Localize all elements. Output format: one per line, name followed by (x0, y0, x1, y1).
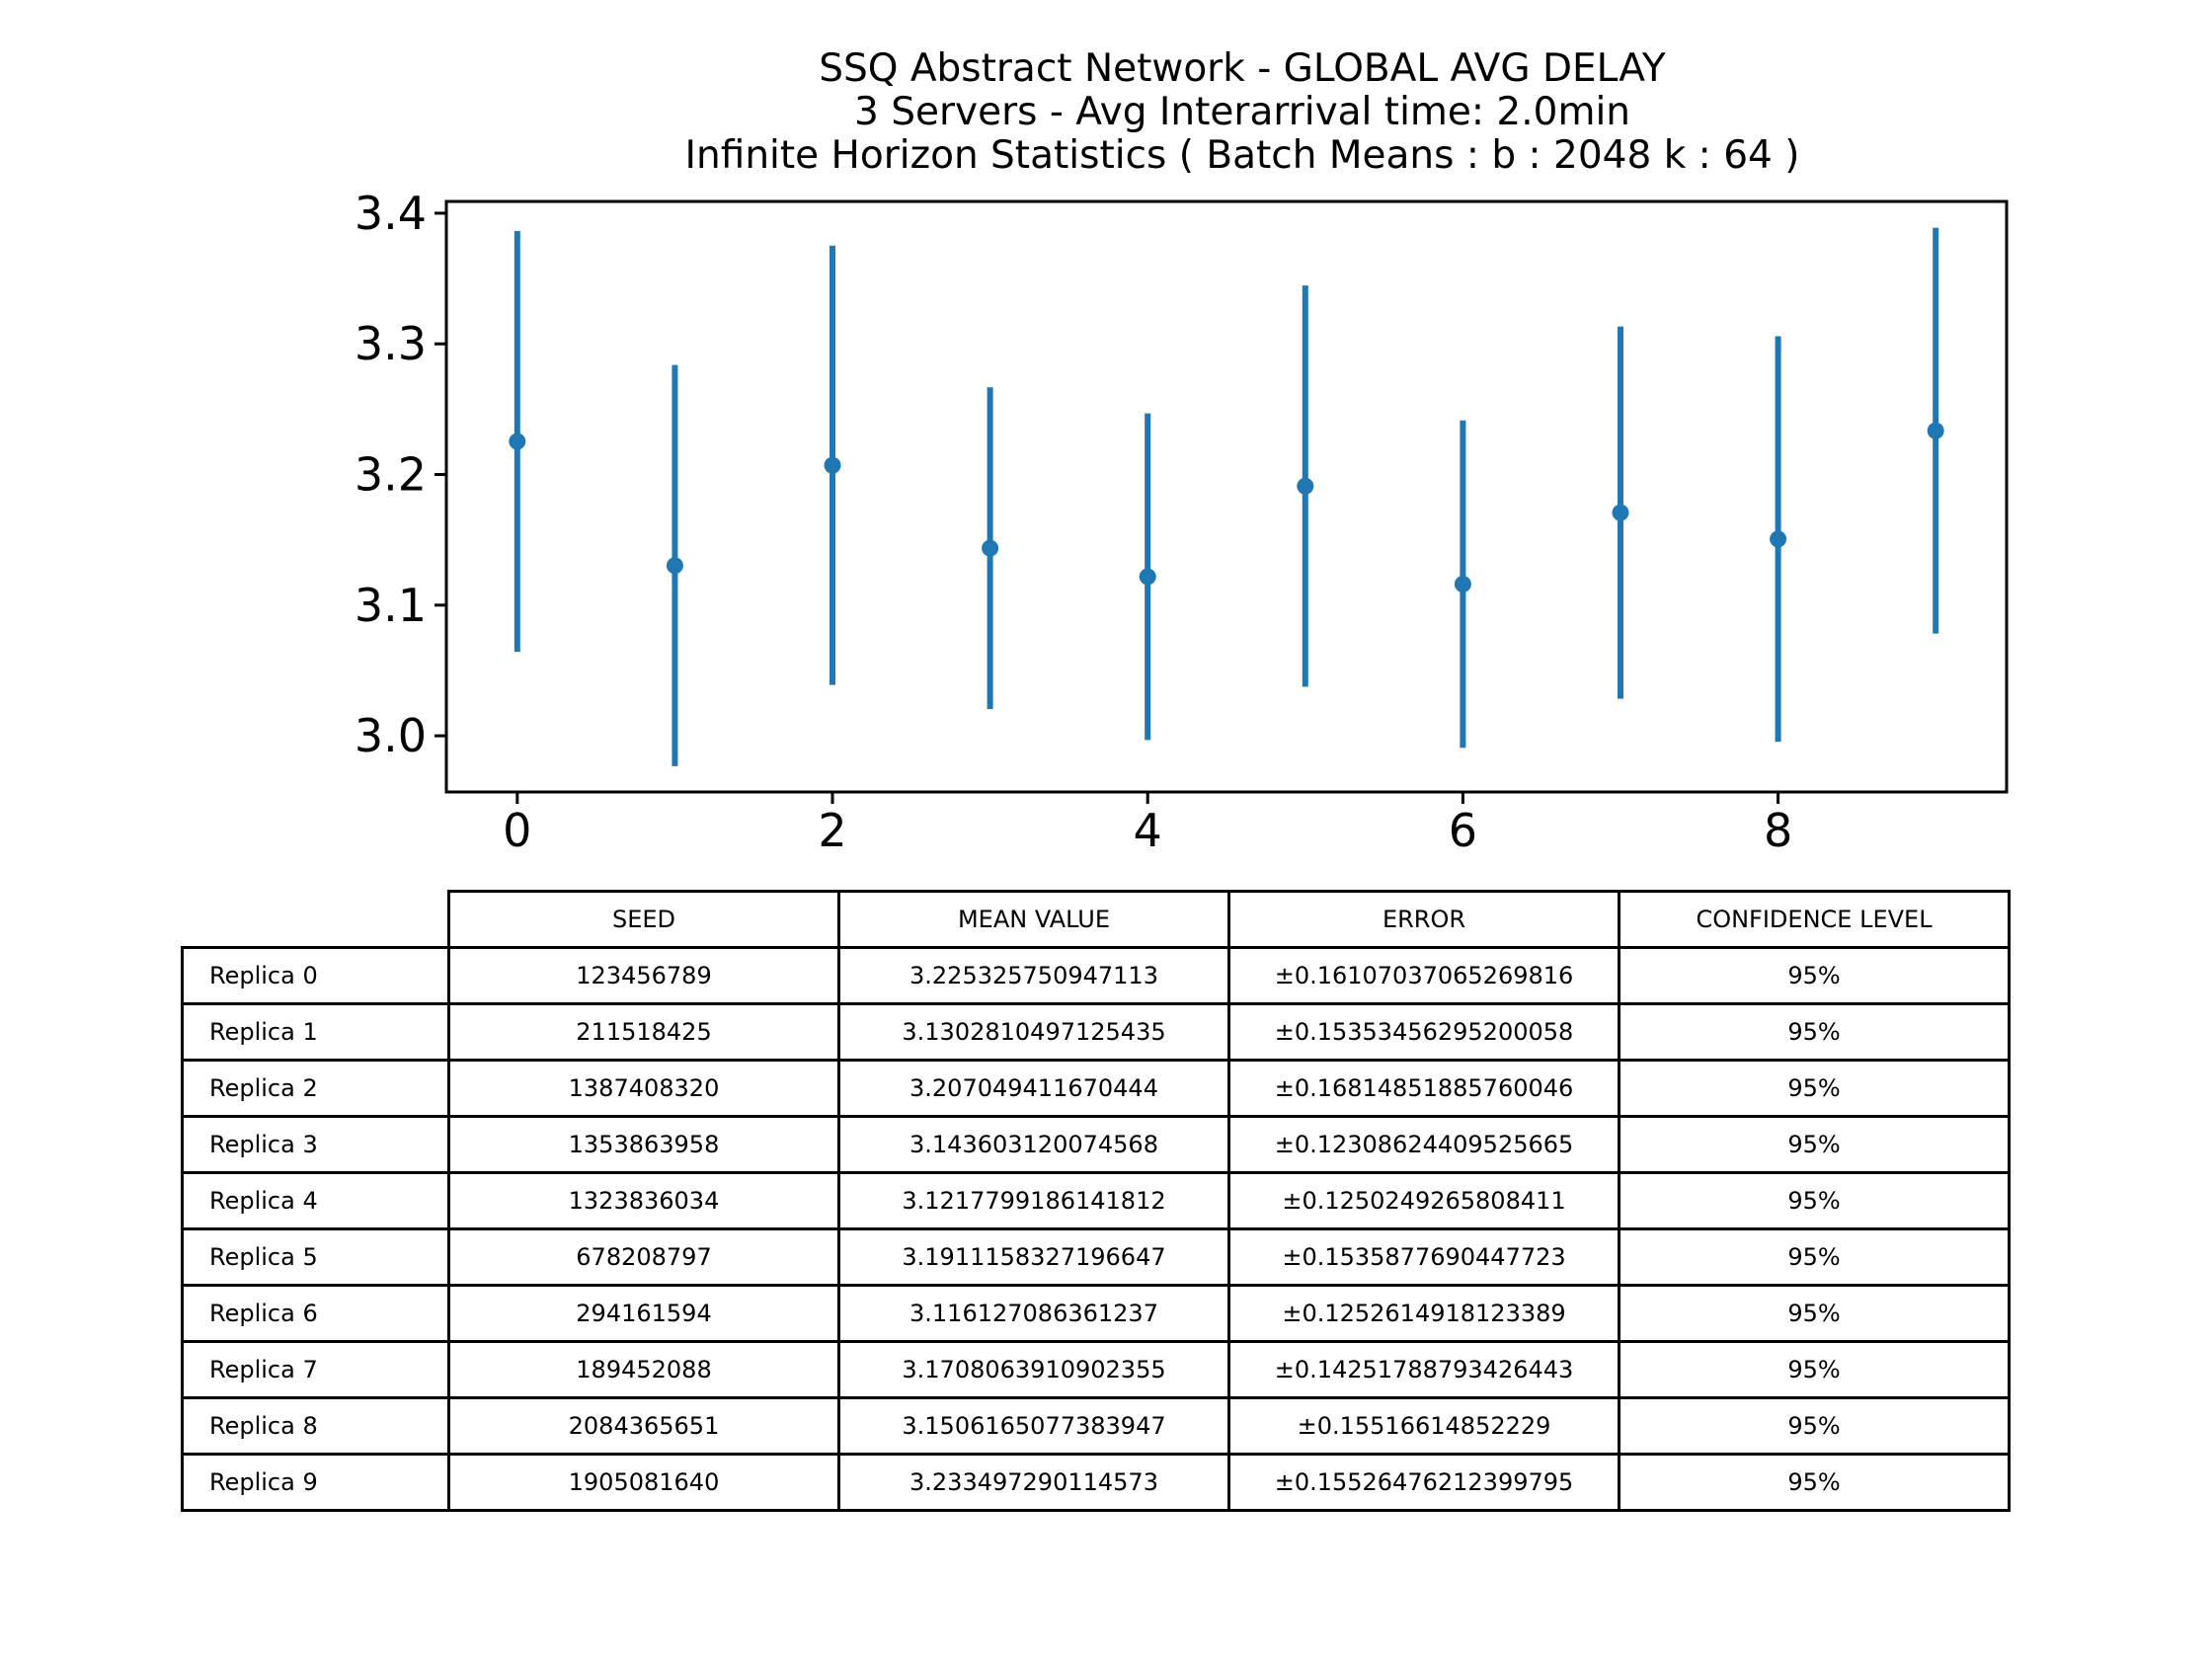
row-label: Replica 7 (181, 1340, 450, 1399)
x-tick-label: 4 (1134, 804, 1162, 857)
header-confidence-level: CONFIDENCE LEVEL (1618, 890, 2011, 949)
mean-point (1612, 504, 1629, 521)
mean-value-cell: 3.1708063910902355 (837, 1340, 1230, 1399)
row-label: Replica 0 (181, 946, 450, 1005)
row-label: Replica 2 (181, 1059, 450, 1118)
y-tick-label: 3.2 (355, 448, 427, 502)
seed-cell: 189452088 (447, 1340, 840, 1399)
mean-point (824, 456, 841, 474)
error-cell: ±0.1535877690447723 (1227, 1227, 1620, 1287)
error-cell: ±0.15516614852229 (1227, 1396, 1620, 1456)
y-tick-label: 3.0 (355, 709, 427, 762)
confidence-level-cell: 95% (1618, 1453, 2011, 1512)
confidence-level-cell: 95% (1618, 1171, 2011, 1230)
mean-point (982, 539, 999, 557)
x-tick-label: 2 (818, 804, 846, 857)
x-tick-label: 6 (1449, 804, 1477, 857)
mean-point (1139, 568, 1156, 586)
seed-cell: 1905081640 (447, 1453, 840, 1512)
row-label: Replica 8 (181, 1396, 450, 1456)
table-row: Replica 0 123456789 3.225325750947113 ±0.16… (181, 946, 2011, 1005)
table-row: Replica 7 189452088 3.1708063910902355 ±0.1… (181, 1340, 2011, 1399)
table-row: Replica 4 1323836034 3.1217799186141812 ±0.… (181, 1171, 2011, 1230)
x-tick-label: 8 (1764, 804, 1792, 857)
table-corner (183, 892, 449, 948)
chart-title-line-2: 3 Servers - Avg Interarrival time: 2.0mi… (854, 90, 1630, 134)
mean-point (1454, 575, 1471, 592)
mean-value-cell: 3.225325750947113 (837, 946, 1230, 1005)
x-axis: 0 2 4 6 8 (503, 792, 1792, 857)
mean-value-cell: 3.143603120074568 (837, 1115, 1230, 1174)
mean-value-cell: 3.116127086361237 (837, 1284, 1230, 1343)
y-tick-label: 3.1 (355, 579, 427, 632)
confidence-level-cell: 95% (1618, 946, 2011, 1005)
row-label: Replica 4 (181, 1171, 450, 1230)
table-header-row: SEED MEAN VALUE ERROR CONFIDENCE LEVEL (183, 890, 2011, 949)
mean-value-cell: 3.1506165077383947 (837, 1396, 1230, 1456)
mean-point (1770, 530, 1787, 548)
y-axis: 3.0 3.1 3.2 3.3 3.4 (355, 187, 446, 762)
mean-point (1927, 422, 1944, 439)
table-row: Replica 8 2084365651 3.1506165077383947 ±0.… (181, 1396, 2011, 1456)
confidence-level-cell: 95% (1618, 1227, 2011, 1287)
mean-value-cell: 3.1911158327196647 (837, 1227, 1230, 1287)
table-row: Replica 2 1387408320 3.207049411670444 ±0.1… (181, 1059, 2011, 1118)
mean-value-cell: 3.207049411670444 (837, 1059, 1230, 1118)
seed-cell: 1323836034 (447, 1171, 840, 1230)
x-tick-label: 0 (503, 804, 531, 857)
confidence-level-cell: 95% (1618, 1340, 2011, 1399)
confidence-level-cell: 95% (1618, 1115, 2011, 1174)
seed-cell: 2084365651 (447, 1396, 840, 1456)
seed-cell: 123456789 (447, 946, 840, 1005)
errorbar-chart: 0 2 4 6 8 3.0 3.1 3.2 3.3 3.4 (355, 187, 2009, 857)
confidence-level-cell: 95% (1618, 1002, 2011, 1062)
y-tick-label: 3.3 (355, 317, 427, 370)
row-label: Replica 3 (181, 1115, 450, 1174)
mean-value-cell: 3.233497290114573 (837, 1453, 1230, 1512)
results-table: SEED MEAN VALUE ERROR CONFIDENCE LEVEL R… (181, 890, 2011, 1512)
confidence-level-cell: 95% (1618, 1396, 2011, 1456)
chart-title-line-3: Infinite Horizon Statistics ( Batch Mean… (684, 133, 1800, 178)
seed-cell: 1353863958 (447, 1115, 840, 1174)
chart-title-line-1: SSQ Abstract Network - GLOBAL AVG DELAY (819, 46, 1666, 91)
row-label: Replica 1 (181, 1002, 450, 1062)
table-body: Replica 0 123456789 3.225325750947113 ±0.16… (181, 946, 2011, 1512)
error-cell: ±0.12308624409525665 (1227, 1115, 1620, 1174)
error-cell: ±0.16107037065269816 (1227, 946, 1620, 1005)
table-row: Replica 9 1905081640 3.233497290114573 ±0.1… (181, 1453, 2011, 1512)
header-error: ERROR (1227, 890, 1620, 949)
chart-marks (509, 227, 1944, 766)
error-cell: ±0.1250249265808411 (1227, 1171, 1620, 1230)
header-mean-value: MEAN VALUE (837, 890, 1230, 949)
error-cell: ±0.15353456295200058 (1227, 1002, 1620, 1062)
header-seed: SEED (447, 890, 840, 949)
mean-point (509, 433, 526, 450)
mean-point (666, 557, 683, 575)
table-row: Replica 3 1353863958 3.143603120074568 ±0.1… (181, 1115, 2011, 1174)
seed-cell: 211518425 (447, 1002, 840, 1062)
table-row: Replica 6 294161594 3.116127086361237 ±0.12… (181, 1284, 2011, 1343)
error-cell: ±0.15526476212399795 (1227, 1453, 1620, 1512)
confidence-level-cell: 95% (1618, 1059, 2011, 1118)
error-cell: ±0.1252614918123389 (1227, 1284, 1620, 1343)
mean-value-cell: 3.1217799186141812 (837, 1171, 1230, 1230)
confidence-level-cell: 95% (1618, 1284, 2011, 1343)
seed-cell: 678208797 (447, 1227, 840, 1287)
error-cell: ±0.14251788793426443 (1227, 1340, 1620, 1399)
mean-point (1297, 477, 1314, 495)
table-row: Replica 5 678208797 3.1911158327196647 ±0.1… (181, 1227, 2011, 1287)
y-tick-label: 3.4 (355, 187, 427, 240)
row-label: Replica 6 (181, 1284, 450, 1343)
row-label: Replica 5 (181, 1227, 450, 1287)
plot-frame (444, 199, 2009, 794)
row-label: Replica 9 (181, 1453, 450, 1512)
table-row: Replica 1 211518425 3.1302810497125435 ±0.1… (181, 1002, 2011, 1062)
mean-value-cell: 3.1302810497125435 (837, 1002, 1230, 1062)
seed-cell: 294161594 (447, 1284, 840, 1343)
error-cell: ±0.16814851885760046 (1227, 1059, 1620, 1118)
seed-cell: 1387408320 (447, 1059, 840, 1118)
